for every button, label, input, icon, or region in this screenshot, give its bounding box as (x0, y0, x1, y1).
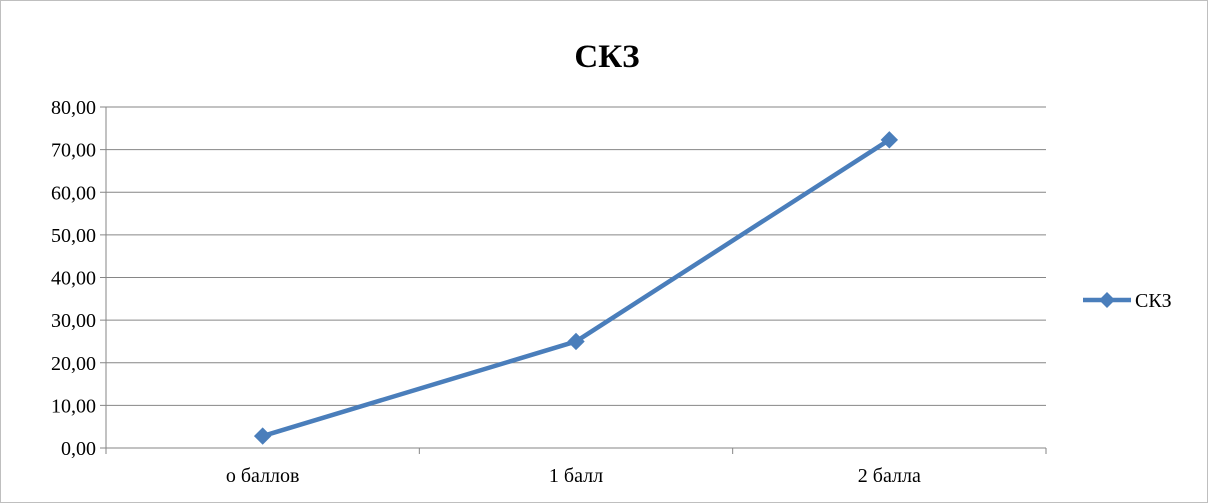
legend-marker (1099, 292, 1115, 308)
chart-title: СКЗ (574, 39, 639, 75)
data-point-marker (253, 427, 272, 445)
x-tick-label: 2 балла (858, 465, 921, 487)
y-tick-label: 30,00 (51, 310, 96, 332)
y-tick-label: 10,00 (51, 395, 96, 417)
data-point-marker (880, 131, 899, 149)
y-tick-label: 50,00 (51, 225, 96, 247)
legend-label: СКЗ (1135, 290, 1172, 312)
x-tick-label: о баллов (226, 465, 300, 487)
x-tick-label: 1 балл (549, 465, 603, 487)
y-tick-label: 60,00 (51, 182, 96, 204)
y-tick-label: 70,00 (51, 140, 96, 162)
data-point-marker (567, 332, 585, 351)
y-tick-label: 40,00 (51, 268, 96, 290)
y-tick-label: 20,00 (51, 353, 96, 375)
series-line (262, 137, 891, 439)
y-tick-label: 0,00 (61, 438, 96, 460)
y-tick-label: 80,00 (51, 97, 96, 119)
